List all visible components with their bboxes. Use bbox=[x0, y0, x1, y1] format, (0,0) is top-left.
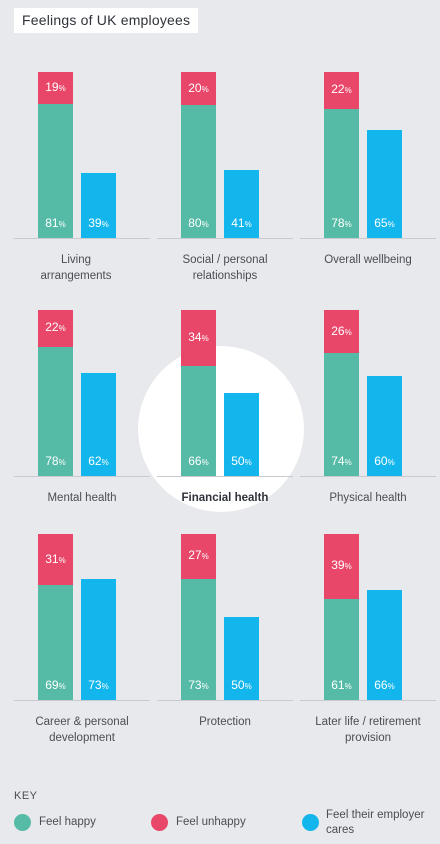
bar-unhappy bbox=[181, 72, 216, 106]
panel-protection: 27% 73% 50% Protection bbox=[157, 462, 293, 728]
panel-living-arrangements: 19% 81% 39% Living arrangements bbox=[14, 0, 150, 282]
bar-unhappy bbox=[38, 72, 73, 104]
baseline bbox=[14, 476, 150, 477]
panel-label: Social / personal relationships bbox=[182, 254, 268, 282]
highlight-circle bbox=[138, 346, 304, 512]
unhappy-dot-icon bbox=[151, 814, 168, 831]
label-happy: 74% bbox=[331, 454, 352, 468]
panel-social-personal-relationships: 20% 80% 41% Social / personal relationships bbox=[157, 0, 293, 282]
bar-stack-financial-health: 34% 66% bbox=[181, 310, 216, 476]
bar-unhappy bbox=[38, 310, 73, 347]
label-happy: 78% bbox=[331, 216, 352, 230]
bar-stack-living-arrangements: 19% 81% bbox=[38, 72, 73, 238]
label-cares: 50% bbox=[231, 678, 252, 692]
cares-dot-icon bbox=[302, 814, 319, 831]
bar-cares-physical-health: 60% bbox=[367, 376, 402, 476]
panel-label: Mental health bbox=[47, 492, 117, 504]
label-happy: 81% bbox=[45, 216, 66, 230]
baseline bbox=[157, 476, 293, 477]
bar-stack-protection: 27% 73% bbox=[181, 534, 216, 700]
bar-unhappy bbox=[181, 534, 216, 579]
label-happy: 78% bbox=[45, 454, 66, 468]
happy-dot-icon bbox=[14, 814, 31, 831]
bar-happy bbox=[181, 366, 216, 476]
label-unhappy: 26% bbox=[331, 323, 352, 338]
baseline bbox=[14, 700, 150, 701]
bar-unhappy bbox=[324, 310, 359, 354]
bar-unhappy bbox=[324, 534, 359, 599]
panel-label: Living arrangements bbox=[40, 254, 112, 282]
bar-happy bbox=[181, 578, 216, 700]
label-unhappy: 27% bbox=[188, 548, 209, 563]
bar-happy bbox=[38, 103, 73, 238]
bar-happy bbox=[38, 346, 73, 476]
bar-stack-later-life-retirement-provision: 39% 61% bbox=[324, 534, 359, 700]
bar-cares-financial-health: 50% bbox=[224, 393, 259, 476]
bar-cares-mental-health: 62% bbox=[81, 373, 116, 476]
panel-career-personal-development: 31% 69% 73% Career & personal development bbox=[14, 462, 150, 744]
bar-cares-career-personal-development: 73% bbox=[81, 578, 116, 700]
label-cares: 60% bbox=[374, 453, 395, 468]
bar-happy bbox=[324, 108, 359, 238]
panel-label: Overall wellbeing bbox=[324, 254, 412, 266]
bar-stack-overall-wellbeing: 22% 78% bbox=[324, 72, 359, 238]
bar-cares-living-arrangements: 39% bbox=[81, 173, 116, 238]
label-happy: 61% bbox=[331, 678, 352, 692]
label-happy: 73% bbox=[188, 678, 209, 692]
panel-label: Physical health bbox=[329, 492, 407, 504]
bar-unhappy bbox=[181, 310, 216, 367]
label-unhappy: 34% bbox=[188, 330, 209, 345]
label-cares: 65% bbox=[374, 215, 395, 230]
label-cares: 50% bbox=[231, 454, 252, 468]
panel-label: Protection bbox=[199, 716, 251, 728]
label-cares: 39% bbox=[88, 215, 109, 230]
baseline bbox=[300, 476, 436, 477]
bar-cares-overall-wellbeing: 65% bbox=[367, 130, 402, 238]
bar-stack-physical-health: 26% 74% bbox=[324, 310, 359, 476]
bar-cares-social-personal-relationships: 41% bbox=[224, 169, 259, 238]
label-cares: 66% bbox=[374, 677, 395, 692]
bar-stack-career-personal-development: 31% 69% bbox=[38, 534, 73, 700]
bar-happy bbox=[38, 585, 73, 700]
label-cares: 62% bbox=[88, 453, 109, 468]
label-unhappy: 19% bbox=[45, 79, 66, 94]
bar-stack-mental-health: 22% 78% bbox=[38, 310, 73, 476]
baseline bbox=[300, 700, 436, 701]
panel-physical-health: 26% 74% 60% Physical health bbox=[300, 238, 436, 504]
key-label-unhappy: Feel unhappy bbox=[176, 816, 246, 828]
bar-cares-protection: 50% bbox=[224, 617, 259, 700]
panel-label: Career & personal development bbox=[35, 716, 129, 744]
panel-label: Later life / retirement provision bbox=[315, 716, 421, 744]
label-happy: 69% bbox=[45, 678, 66, 692]
label-unhappy: 39% bbox=[331, 558, 352, 573]
label-unhappy: 31% bbox=[45, 551, 66, 566]
baseline bbox=[300, 238, 436, 239]
panel-mental-health: 22% 78% 62% Mental health bbox=[14, 238, 150, 504]
baseline bbox=[14, 238, 150, 239]
panel-later-life-retirement-provision: 39% 61% 66% Later life / retirement provisi… bbox=[300, 462, 436, 744]
label-cares: 41% bbox=[231, 215, 252, 230]
bar-happy bbox=[324, 353, 359, 476]
key-title: KEY bbox=[14, 790, 38, 802]
bar-happy bbox=[181, 105, 216, 238]
panel-overall-wellbeing: 22% 78% 65% Overall wellbeing bbox=[300, 0, 436, 266]
bar-unhappy bbox=[38, 534, 73, 586]
chart-title: Feelings of UK employees bbox=[14, 8, 199, 33]
bar-stack-social-personal-relationships: 20% 80% bbox=[181, 72, 216, 238]
label-cares: 73% bbox=[88, 677, 109, 692]
bar-cares-later-life-retirement-provision: 66% bbox=[367, 590, 402, 700]
bar-unhappy bbox=[324, 72, 359, 109]
label-happy: 66% bbox=[188, 454, 209, 468]
bar-happy bbox=[324, 598, 359, 700]
label-unhappy: 20% bbox=[188, 80, 209, 95]
baseline bbox=[157, 238, 293, 239]
label-unhappy: 22% bbox=[45, 320, 66, 335]
key-label-happy: Feel happy bbox=[39, 816, 96, 828]
panel-financial-health: 34% 66% 50% Financial health bbox=[157, 238, 293, 504]
baseline bbox=[157, 700, 293, 701]
panel-label: Financial health bbox=[181, 492, 269, 504]
label-unhappy: 22% bbox=[331, 82, 352, 97]
key-label-cares: Feel their employer cares bbox=[326, 809, 425, 836]
label-happy: 80% bbox=[188, 216, 209, 230]
